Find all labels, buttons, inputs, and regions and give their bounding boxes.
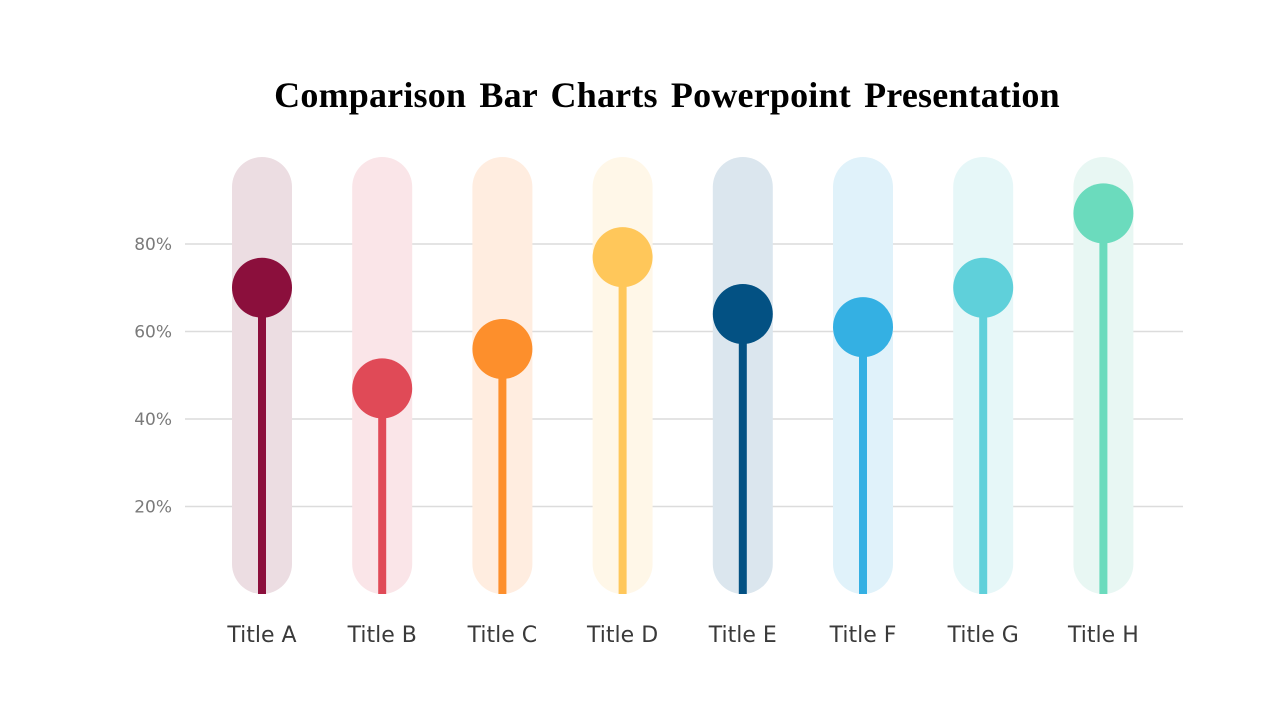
- y-tick-label: 60%: [134, 323, 172, 343]
- bar-stem: [498, 349, 507, 594]
- value-dot: [1073, 183, 1134, 244]
- x-tick-label: Title B: [347, 623, 417, 648]
- value-dot: [833, 297, 893, 358]
- bar-stem: [258, 287, 266, 594]
- bar-stem: [618, 257, 627, 594]
- value-dot: [232, 257, 292, 318]
- bar-stem: [1099, 213, 1108, 594]
- x-tick-label: Title H: [1067, 623, 1139, 648]
- y-tick-label: 20%: [134, 498, 172, 518]
- value-dot: [592, 227, 653, 288]
- x-tick-label: Title E: [708, 623, 777, 648]
- y-tick-label: 40%: [134, 410, 172, 430]
- value-dot: [352, 358, 413, 419]
- bar-stem: [378, 388, 387, 594]
- slide-title: Comparison Bar Charts Powerpoint Present…: [274, 75, 1060, 115]
- x-tick-label: Title G: [947, 623, 1019, 648]
- value-dot: [953, 257, 1014, 318]
- value-dot: [472, 319, 533, 379]
- y-tick-label: 80%: [134, 235, 172, 255]
- x-tick-label: Title C: [467, 623, 538, 648]
- x-tick-label: Title F: [829, 623, 897, 648]
- bar-stem: [738, 314, 747, 594]
- bar-stem: [859, 327, 867, 594]
- bar-stem: [979, 287, 988, 594]
- x-tick-label: Title A: [226, 623, 296, 648]
- value-dot: [712, 284, 773, 344]
- x-tick-label: Title D: [586, 623, 658, 648]
